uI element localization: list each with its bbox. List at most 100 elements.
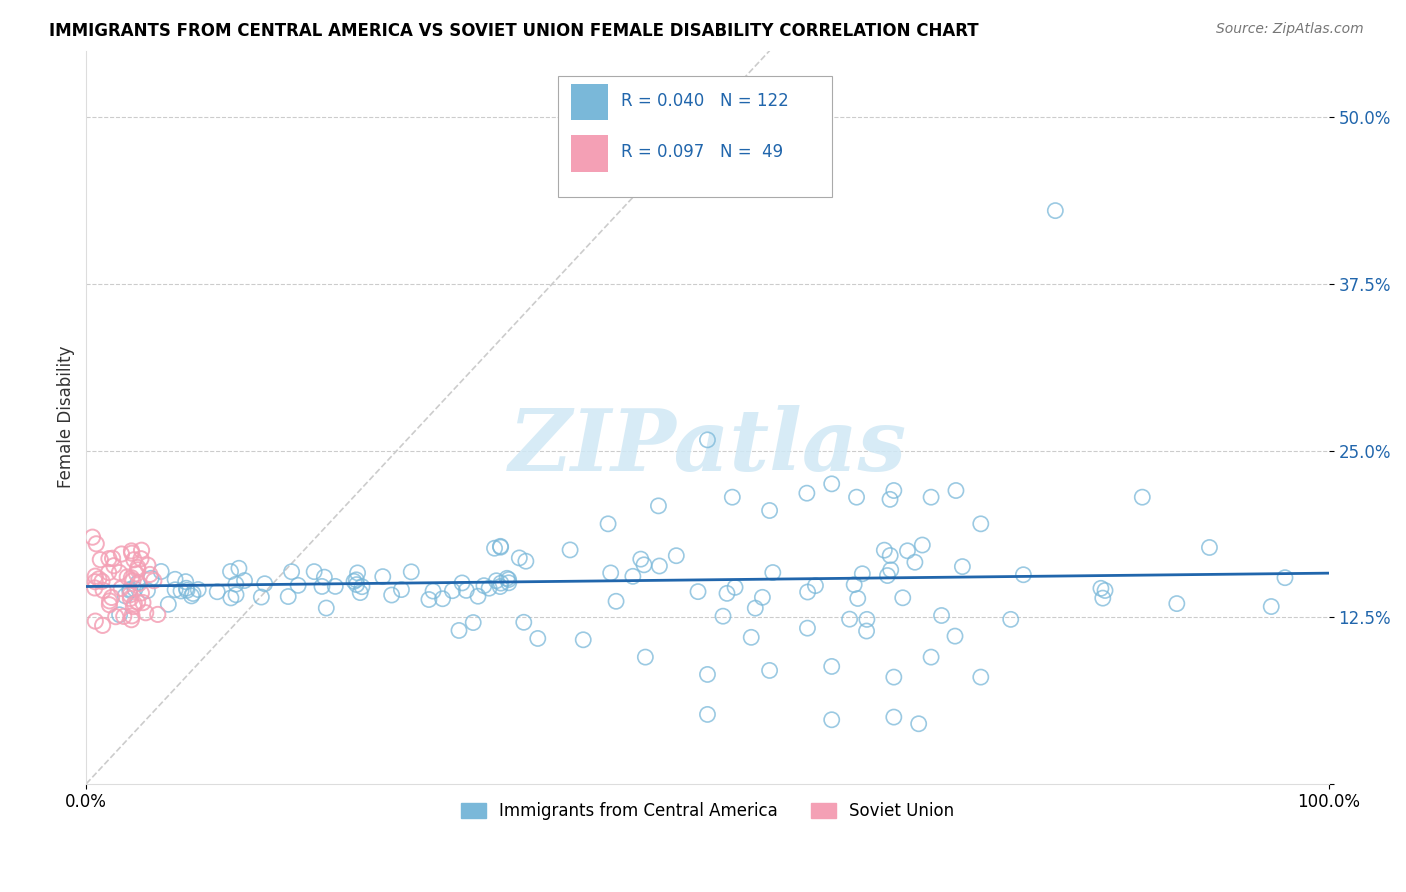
Point [873,543,896,558]
Point [127,560,149,574]
Point [572,632,595,647]
Point [599,566,621,580]
Point [447,624,470,638]
Point [277,590,299,604]
Point [82,530,104,544]
Point [120,613,142,627]
Point [838,612,860,626]
Point [114,589,136,603]
Point [315,601,337,615]
Point [515,554,537,568]
Text: ZIPatlas: ZIPatlas [509,405,907,488]
Point [253,576,276,591]
Point [485,574,508,588]
Point [112,609,135,624]
Point [350,580,373,594]
Point [91,583,114,598]
Point [891,591,914,605]
Point [484,541,506,556]
Point [821,476,844,491]
Point [696,667,718,681]
Text: R = 0.097   N =  49: R = 0.097 N = 49 [620,143,783,161]
Point [489,540,512,554]
Point [136,558,159,573]
FancyBboxPatch shape [558,77,832,197]
Point [121,608,143,623]
Point [1166,597,1188,611]
Point [665,549,688,563]
Point [621,569,644,583]
Point [346,577,368,591]
Point [120,571,142,585]
Legend: Immigrants from Central America, Soviet Union: Immigrants from Central America, Soviet … [454,796,962,827]
Point [141,571,163,585]
Point [127,595,149,609]
Point [451,576,474,591]
Point [904,555,927,569]
Point [110,582,132,596]
Point [108,566,131,580]
Point [605,594,627,608]
Point [633,558,655,572]
Point [349,585,371,599]
Point [879,492,901,507]
Point [165,582,187,597]
Point [751,591,773,605]
Point [796,621,818,635]
Point [121,546,143,560]
Point [851,566,873,581]
Point [711,609,734,624]
Point [856,612,879,626]
Point [1090,582,1112,596]
Point [508,550,530,565]
Point [821,713,844,727]
Point [821,659,844,673]
Point [121,544,143,558]
Point [181,586,204,600]
Point [1274,571,1296,585]
Point [131,543,153,558]
Point [125,566,148,581]
Point [124,582,146,597]
Point [346,566,368,580]
Point [120,591,142,606]
Point [1130,490,1153,504]
Point [120,582,142,597]
Point [97,566,120,580]
Point [696,707,718,722]
FancyBboxPatch shape [571,84,607,120]
Point [129,551,152,566]
Point [225,588,247,602]
Y-axis label: Female Disability: Female Disability [58,346,75,489]
Point [371,569,394,583]
Point [696,433,718,447]
Point [686,584,709,599]
Point [83,581,105,595]
Point [489,539,512,553]
Point [970,670,993,684]
Point [463,615,485,630]
Point [98,594,121,608]
Point [135,606,157,620]
Point [91,574,114,589]
Point [883,670,905,684]
Point [647,499,669,513]
Point [744,601,766,615]
Point [323,579,346,593]
Point [131,586,153,600]
Point [422,584,444,599]
Point [472,579,495,593]
Point [950,559,973,574]
Point [758,664,780,678]
Point [101,551,124,566]
Point [108,607,131,622]
Point [314,570,336,584]
Point [84,569,107,583]
Point [970,516,993,531]
Point [844,577,866,591]
Point [127,575,149,590]
Point [907,716,929,731]
Point [170,584,193,599]
Point [758,503,780,517]
Point [233,574,256,588]
